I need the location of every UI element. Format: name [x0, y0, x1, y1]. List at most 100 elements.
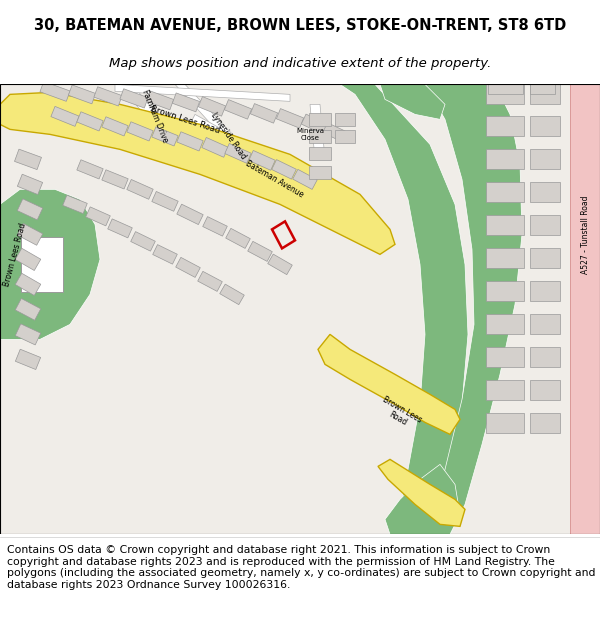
Polygon shape: [309, 113, 331, 126]
Polygon shape: [102, 170, 128, 189]
Polygon shape: [323, 122, 347, 142]
Polygon shape: [131, 232, 155, 251]
Polygon shape: [15, 248, 41, 271]
Polygon shape: [153, 244, 177, 264]
Polygon shape: [301, 114, 329, 134]
Polygon shape: [120, 89, 148, 108]
Polygon shape: [146, 91, 173, 110]
Polygon shape: [77, 112, 103, 131]
Polygon shape: [530, 281, 560, 301]
Polygon shape: [486, 182, 524, 203]
Text: Lyneside Road: Lyneside Road: [209, 111, 247, 161]
Polygon shape: [51, 106, 79, 126]
Polygon shape: [94, 87, 122, 106]
Polygon shape: [310, 104, 325, 159]
Polygon shape: [530, 381, 560, 401]
Polygon shape: [0, 189, 100, 339]
Polygon shape: [309, 166, 331, 179]
Polygon shape: [0, 84, 600, 534]
Polygon shape: [340, 84, 468, 534]
Polygon shape: [486, 381, 524, 401]
Polygon shape: [486, 149, 524, 169]
Polygon shape: [198, 271, 222, 291]
Polygon shape: [248, 241, 272, 261]
Polygon shape: [220, 284, 244, 304]
Polygon shape: [120, 84, 200, 171]
Polygon shape: [86, 207, 110, 226]
Polygon shape: [530, 248, 560, 268]
Polygon shape: [425, 84, 522, 534]
Text: Map shows position and indicative extent of the property.: Map shows position and indicative extent…: [109, 57, 491, 70]
Polygon shape: [530, 348, 560, 368]
Polygon shape: [68, 85, 95, 104]
Polygon shape: [486, 413, 524, 433]
Polygon shape: [530, 116, 560, 136]
Text: Brown Lees Road: Brown Lees Road: [2, 222, 28, 287]
Polygon shape: [225, 144, 251, 163]
Polygon shape: [530, 182, 560, 203]
Polygon shape: [40, 81, 70, 101]
Polygon shape: [530, 216, 560, 236]
Polygon shape: [570, 84, 600, 534]
Polygon shape: [335, 113, 355, 126]
Polygon shape: [177, 132, 203, 151]
Polygon shape: [530, 84, 554, 94]
Text: Contains OS data © Crown copyright and database right 2021. This information is : Contains OS data © Crown copyright and d…: [7, 545, 596, 590]
Polygon shape: [21, 237, 63, 292]
Text: Brown Lees Road: Brown Lees Road: [149, 104, 221, 135]
Polygon shape: [226, 228, 250, 248]
Polygon shape: [115, 84, 290, 101]
Polygon shape: [486, 248, 524, 268]
Polygon shape: [385, 464, 460, 534]
Polygon shape: [17, 199, 43, 220]
Polygon shape: [77, 160, 103, 179]
Text: Bateman Avenue: Bateman Avenue: [244, 159, 305, 199]
Polygon shape: [486, 216, 524, 236]
Polygon shape: [0, 92, 395, 254]
Text: A527 - Tunstall Road: A527 - Tunstall Road: [581, 195, 589, 274]
Polygon shape: [175, 84, 280, 189]
Polygon shape: [293, 169, 317, 189]
Polygon shape: [17, 224, 43, 245]
Polygon shape: [203, 217, 227, 236]
Polygon shape: [199, 97, 226, 116]
Polygon shape: [486, 348, 524, 368]
Polygon shape: [268, 254, 292, 274]
Polygon shape: [127, 179, 153, 199]
Polygon shape: [172, 93, 200, 112]
Text: Brown Lees
Road: Brown Lees Road: [376, 395, 424, 434]
Polygon shape: [486, 314, 524, 334]
Polygon shape: [530, 84, 560, 104]
Polygon shape: [486, 281, 524, 301]
Polygon shape: [249, 151, 275, 170]
Polygon shape: [127, 122, 153, 141]
Polygon shape: [309, 130, 331, 143]
Polygon shape: [108, 219, 132, 238]
Polygon shape: [202, 138, 228, 158]
Polygon shape: [190, 114, 340, 204]
Polygon shape: [177, 204, 203, 224]
Polygon shape: [17, 174, 43, 194]
Text: Farnham Drive: Farnham Drive: [140, 89, 170, 144]
Polygon shape: [152, 191, 178, 211]
Polygon shape: [277, 109, 304, 128]
Polygon shape: [15, 273, 41, 296]
Polygon shape: [250, 104, 278, 123]
Polygon shape: [318, 334, 460, 434]
Polygon shape: [380, 84, 445, 119]
Polygon shape: [15, 324, 41, 345]
Polygon shape: [486, 116, 524, 136]
Polygon shape: [530, 413, 560, 433]
Polygon shape: [176, 258, 200, 278]
Polygon shape: [530, 149, 560, 169]
Polygon shape: [15, 299, 41, 320]
Polygon shape: [486, 84, 524, 104]
Polygon shape: [63, 195, 87, 214]
Polygon shape: [378, 459, 465, 526]
Text: 30, BATEMAN AVENUE, BROWN LEES, STOKE-ON-TRENT, ST8 6TD: 30, BATEMAN AVENUE, BROWN LEES, STOKE-ON…: [34, 18, 566, 32]
Polygon shape: [224, 99, 251, 119]
Polygon shape: [102, 117, 128, 136]
Polygon shape: [487, 84, 523, 94]
Polygon shape: [335, 130, 355, 143]
Polygon shape: [272, 159, 296, 179]
